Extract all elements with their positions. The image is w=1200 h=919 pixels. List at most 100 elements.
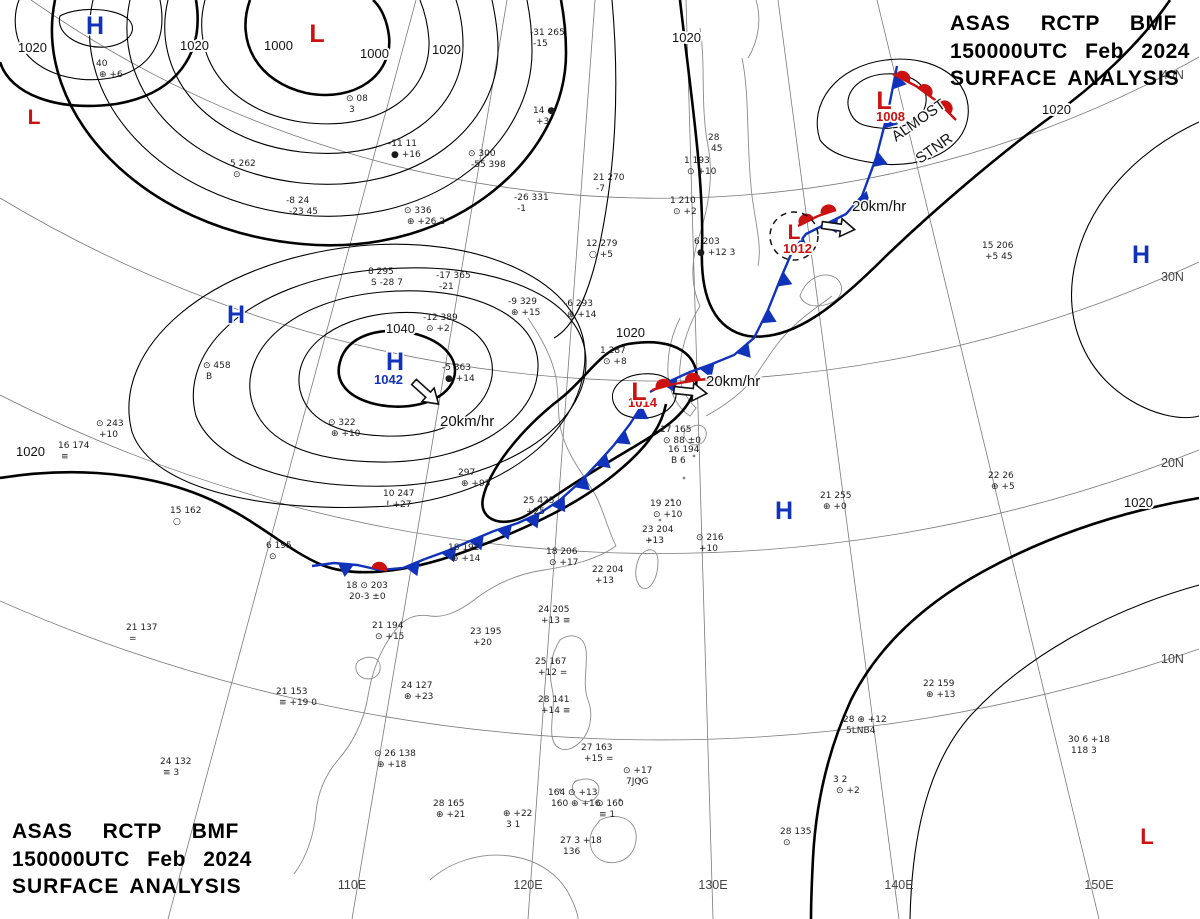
- station-value: ! +27: [386, 500, 411, 510]
- warm-front-semicircle: [371, 561, 388, 572]
- station-value: 3 2: [833, 775, 847, 785]
- high-pressure-symbol: H: [227, 301, 245, 329]
- isobar-label: 1020: [1042, 102, 1071, 117]
- warm-front-semicircle: [798, 213, 814, 226]
- cold-front-triangle: [524, 513, 540, 529]
- station-plot: 24 132≡ 3: [160, 757, 192, 778]
- station-value: ⊙ +17: [623, 766, 652, 776]
- isobar-label: 1020: [18, 40, 47, 55]
- isobar-1016-saddle: [553, 0, 617, 339]
- station-value: ⊕ +13: [926, 690, 955, 700]
- station-value: 14 ●: [533, 106, 555, 116]
- station-value: ⊕ +14: [451, 554, 481, 564]
- cold-front-triangle: [551, 496, 566, 513]
- warm-front-semicircle: [917, 84, 933, 97]
- station-plot: ⊙ 216+10: [696, 533, 724, 554]
- station-value: +3: [536, 117, 549, 127]
- station-plot: 24 127⊕ +23: [401, 681, 433, 702]
- station-value: ⊕ +6: [99, 70, 123, 80]
- station-value: +12 =: [538, 668, 567, 678]
- isobar-1020-bold-west: [0, 403, 668, 574]
- cold-front-triangle: [337, 563, 354, 577]
- developing-low-dashed-circle: [769, 211, 819, 261]
- station-value: B 6: [671, 456, 686, 466]
- coastline-sakhalin: [741, 57, 760, 267]
- station-value: ⊕ +22: [503, 809, 532, 819]
- warm-front-semicircle: [655, 378, 672, 389]
- station-value: ● +16: [391, 150, 421, 160]
- station-value: ⊙ 88 ±0: [663, 436, 701, 446]
- movement-arrow: [672, 381, 709, 403]
- station-plot: ⊙ 160≡ 1: [596, 799, 624, 820]
- warm-front: [651, 372, 717, 392]
- station-value: 1 193: [684, 156, 710, 166]
- coastline-kamchatka: [747, 0, 760, 59]
- coastline-hokkaido: [799, 274, 842, 307]
- high-pressure-symbol: H: [1132, 241, 1150, 269]
- station-plot: -9 329⊕ +15: [508, 297, 540, 318]
- isobar-ring-corner: [58, 8, 133, 48]
- station-value: 6 195: [266, 541, 292, 551]
- isobar-1020-bold-nw: [50, 0, 568, 247]
- station-plot: -8 24-23 45: [286, 196, 318, 217]
- coastline-ryukyu-islands: [558, 454, 696, 802]
- station-plot: -17 365-21: [436, 271, 471, 292]
- coastline-asia-ne: [692, 27, 711, 307]
- movement-annotation: 20km/hr: [852, 198, 906, 215]
- station-plot: -26 331-1: [514, 193, 549, 214]
- station-value: B: [206, 372, 212, 382]
- cold-front-triangle: [872, 151, 888, 167]
- warm-front: [892, 70, 957, 121]
- station-value: 7JQG: [626, 777, 648, 787]
- station-plot: ⊙ 243+10: [96, 419, 124, 440]
- station-plot: 21 194⊙ +15: [372, 621, 404, 642]
- longitude-label: 140E: [884, 878, 913, 892]
- station-value: ⊙ +10: [687, 167, 717, 177]
- station-value: 28 165: [433, 799, 465, 809]
- station-value: 30 6 +18: [1068, 735, 1110, 745]
- station-value: =: [129, 634, 137, 644]
- station-value: +13: [645, 536, 664, 546]
- movement-annotation: STNR: [913, 130, 956, 167]
- coastline-mindanao: [589, 816, 637, 864]
- station-value: ● +12 3: [697, 248, 735, 258]
- low-pressure-symbol: L: [631, 378, 646, 406]
- station-plot: 15 162○: [170, 506, 202, 527]
- station-value: 21 194: [372, 621, 404, 631]
- chart-datetime: 150000UTC Feb 2024: [12, 847, 252, 871]
- station-plot: 21 270-7: [593, 173, 625, 194]
- station-value: S -28 7: [371, 278, 403, 288]
- low-pressure-symbol: L: [1140, 824, 1153, 849]
- station-value: +14 ≡: [541, 706, 570, 716]
- station-plot: 3 2⊙ +2: [833, 775, 860, 796]
- station-value: -15: [533, 39, 548, 49]
- isobars-thin: [14, 0, 1200, 919]
- station-value: -17 365: [436, 271, 471, 281]
- meridian-140e: [777, 0, 900, 919]
- station-plot: 21 255⊕ +0: [820, 491, 852, 512]
- station-value: ≡ 3: [163, 768, 179, 778]
- low-pressure-symbol: L: [309, 20, 324, 48]
- warm-front-semicircle: [895, 70, 911, 83]
- cold-front-triangle: [469, 535, 484, 551]
- high-pressure-symbol: H: [775, 497, 793, 525]
- station-value: +20: [473, 638, 492, 648]
- station-plot: 22 26⊕ +5: [988, 471, 1015, 492]
- station-value: +13: [595, 576, 614, 586]
- station-value: 12 279: [586, 239, 618, 249]
- station-value: 21 137: [126, 623, 158, 633]
- stationary-front: [311, 557, 426, 577]
- station-plot: -11 11● +16: [388, 139, 421, 160]
- station-plot: 28 135⊙: [780, 827, 812, 848]
- station-value: 1 287: [600, 346, 626, 356]
- station-value: -26 331: [514, 193, 549, 203]
- isobar-ring-low-1004: [816, 58, 969, 166]
- station-value: ○: [173, 517, 181, 527]
